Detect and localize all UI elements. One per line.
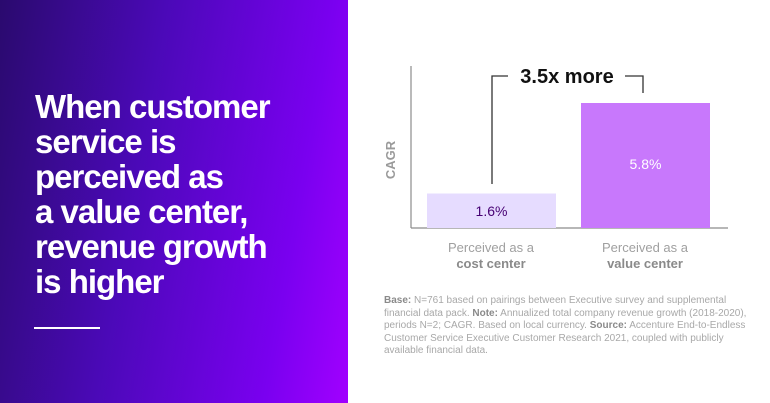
source-text: Accenture End-to-Endless Customer Servic… [384, 320, 746, 356]
data-label-value-center: 5.8% [630, 156, 662, 172]
x-tick-label-line1: Perceived as a [602, 240, 689, 255]
comparison-annotation: 3.5x more [520, 66, 613, 88]
headline-line: perceived as [35, 158, 224, 195]
headline-line: is higher [35, 263, 165, 300]
x-tick-label-line1: Perceived as a [448, 240, 535, 255]
headline-line: service is [35, 123, 176, 160]
bar-chart: CAGR 1.6% 5.8% 3.5x more Perceived as a … [383, 66, 728, 271]
bar-cost-center [427, 193, 556, 228]
data-label-cost-center: 1.6% [476, 203, 508, 219]
y-axis-label: CAGR [383, 140, 398, 179]
footnote: Base: N=761 based on pairings between Ex… [384, 295, 754, 358]
source-label: Source: [589, 320, 627, 331]
bracket-left [491, 75, 508, 184]
divider [34, 327, 100, 329]
note-text: Annualized total company revenue growth … [384, 307, 747, 332]
base-text: N=761 based on pairings between Executiv… [384, 295, 727, 319]
bracket-right [625, 75, 644, 93]
headline-panel: When customer service is perceived as a … [0, 0, 348, 403]
x-tick-label-line2: cost center [456, 256, 525, 271]
base-label: Base: [384, 295, 412, 306]
x-tick-label-line2: value center [607, 256, 683, 271]
headline: When customer service is perceived as a … [35, 89, 335, 299]
bar-value-center [581, 103, 710, 228]
headline-line: a value center, [35, 193, 248, 230]
headline-line: When customer [35, 88, 271, 125]
note-label: Note: [472, 307, 498, 319]
headline-line: revenue growth [35, 228, 268, 265]
